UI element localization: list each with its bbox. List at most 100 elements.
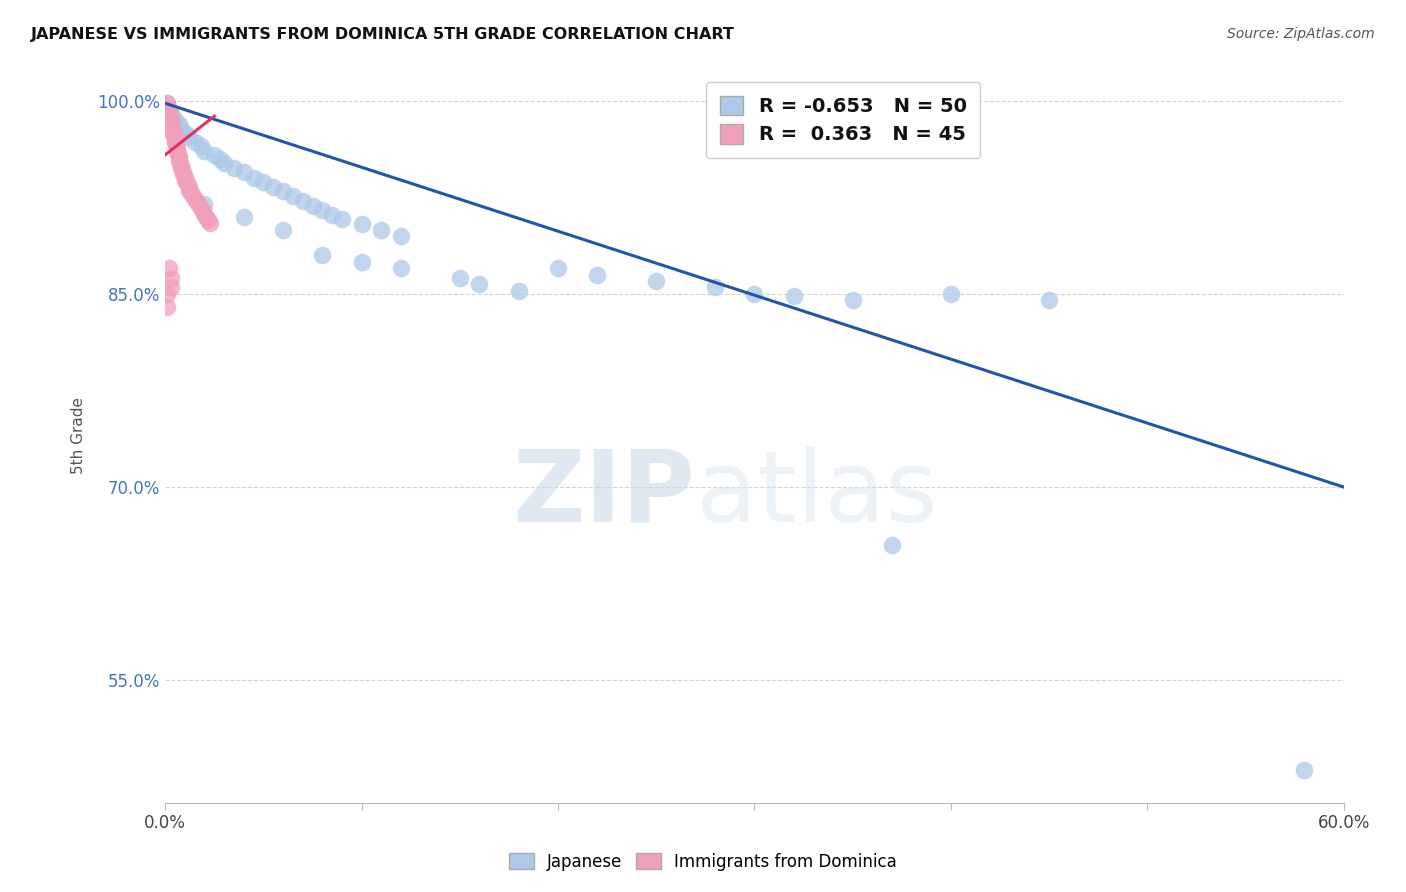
Point bbox=[190, 201, 212, 215]
Point bbox=[350, 254, 373, 268]
Point bbox=[301, 199, 323, 213]
Point bbox=[586, 268, 609, 282]
Legend: R = -0.653   N = 50, R =  0.363   N = 45: R = -0.653 N = 50, R = 0.363 N = 45 bbox=[706, 82, 980, 158]
Text: ZIP: ZIP bbox=[513, 446, 696, 543]
Point bbox=[173, 126, 195, 140]
Point bbox=[200, 216, 222, 230]
Legend: Japanese, Immigrants from Dominica: Japanese, Immigrants from Dominica bbox=[501, 845, 905, 880]
Text: Source: ZipAtlas.com: Source: ZipAtlas.com bbox=[1227, 27, 1375, 41]
Point bbox=[181, 189, 204, 203]
Point bbox=[197, 213, 219, 227]
Point bbox=[162, 122, 184, 136]
Point bbox=[166, 143, 188, 157]
Point bbox=[202, 148, 225, 162]
Point bbox=[193, 144, 215, 158]
Point bbox=[186, 195, 208, 210]
Point bbox=[167, 154, 190, 169]
Point bbox=[167, 117, 190, 131]
Point bbox=[187, 198, 209, 212]
Point bbox=[163, 113, 186, 128]
Text: atlas: atlas bbox=[696, 446, 938, 543]
Point bbox=[291, 194, 314, 209]
Point bbox=[156, 286, 179, 301]
Point bbox=[704, 280, 727, 294]
Point bbox=[645, 274, 668, 288]
Y-axis label: 5th Grade: 5th Grade bbox=[72, 397, 86, 474]
Point bbox=[163, 134, 186, 148]
Point bbox=[232, 164, 254, 178]
Point bbox=[350, 218, 373, 232]
Point bbox=[744, 286, 766, 301]
Point bbox=[156, 96, 179, 111]
Point bbox=[166, 145, 188, 160]
Point bbox=[321, 208, 343, 222]
Point bbox=[449, 271, 471, 285]
Point bbox=[190, 138, 212, 153]
Point bbox=[176, 176, 198, 190]
Point bbox=[311, 248, 333, 262]
Point bbox=[232, 210, 254, 224]
Point bbox=[193, 207, 215, 221]
Point bbox=[183, 192, 205, 206]
Point bbox=[880, 538, 903, 552]
Point bbox=[177, 180, 200, 194]
Point bbox=[172, 167, 194, 181]
Point bbox=[180, 186, 202, 201]
Point bbox=[468, 277, 491, 291]
Point bbox=[330, 212, 353, 227]
Point bbox=[508, 285, 530, 299]
Point bbox=[389, 229, 412, 244]
Point bbox=[157, 109, 180, 123]
Point bbox=[172, 164, 194, 178]
Point bbox=[160, 271, 183, 285]
Point bbox=[156, 100, 179, 114]
Point bbox=[783, 289, 806, 303]
Point bbox=[160, 118, 183, 132]
Point bbox=[271, 184, 294, 198]
Point bbox=[212, 155, 235, 169]
Point bbox=[183, 135, 205, 149]
Point bbox=[170, 161, 193, 175]
Point bbox=[177, 183, 200, 197]
Point bbox=[157, 106, 180, 120]
Point bbox=[157, 261, 180, 276]
Point bbox=[163, 131, 186, 145]
Point bbox=[311, 203, 333, 218]
Point bbox=[370, 222, 392, 236]
Point bbox=[1294, 764, 1316, 778]
Point bbox=[162, 125, 184, 139]
Point bbox=[252, 175, 274, 189]
Point bbox=[170, 158, 193, 172]
Point bbox=[166, 140, 188, 154]
Point bbox=[209, 152, 232, 166]
Point bbox=[160, 112, 183, 126]
Point bbox=[195, 210, 218, 224]
Point bbox=[156, 96, 179, 111]
Point bbox=[1038, 293, 1060, 308]
Point bbox=[841, 293, 863, 308]
Point bbox=[162, 127, 184, 141]
Point bbox=[191, 204, 214, 219]
Point bbox=[389, 261, 412, 276]
Point bbox=[157, 103, 180, 117]
Point bbox=[167, 152, 190, 166]
Point bbox=[167, 149, 190, 163]
Point bbox=[262, 180, 284, 194]
Point bbox=[547, 261, 569, 276]
Point bbox=[939, 286, 962, 301]
Point bbox=[222, 161, 245, 175]
Point bbox=[170, 122, 193, 136]
Point bbox=[177, 129, 200, 144]
Point bbox=[242, 171, 264, 186]
Point bbox=[160, 280, 183, 294]
Point bbox=[156, 300, 179, 314]
Point bbox=[162, 111, 184, 125]
Point bbox=[173, 169, 195, 184]
Point bbox=[193, 196, 215, 211]
Point bbox=[157, 103, 180, 117]
Point bbox=[160, 106, 183, 120]
Point bbox=[281, 189, 304, 203]
Point bbox=[160, 115, 183, 129]
Point bbox=[163, 136, 186, 151]
Point bbox=[271, 222, 294, 236]
